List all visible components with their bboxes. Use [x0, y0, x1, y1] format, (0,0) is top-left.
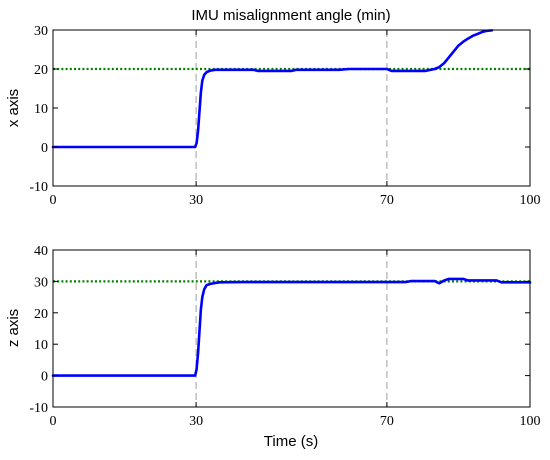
panel2-ytick-label-10: 10: [34, 338, 48, 353]
panel1-axes-frame: [52, 29, 531, 187]
panel2-ytick-label-40: 40: [34, 244, 48, 259]
panel1-ytick-label-30: 30: [34, 24, 48, 39]
panel2-axes-frame: [52, 249, 531, 408]
panel1-xtick-label-30: 30: [189, 193, 203, 208]
chart-title: IMU misalignment angle (min): [191, 7, 390, 24]
panel1-ytick-label-20: 20: [34, 63, 48, 78]
panel1-ytick-label-10: 10: [34, 102, 48, 117]
panel1-xtick-label-0: 0: [50, 193, 57, 208]
panel2-xtick-label-30: 30: [189, 414, 203, 429]
panel2-y-axis-label: z axis: [5, 309, 22, 347]
panel1-xtick-label-70: 70: [380, 193, 394, 208]
panel1-xtick-label-100: 100: [520, 193, 541, 208]
panel2-ytick-label-30: 30: [34, 275, 48, 290]
panel2-ytick-label-20: 20: [34, 307, 48, 322]
panel1-y-axis-label: x axis: [5, 89, 22, 127]
panel1-series-line: [51, 29, 494, 149]
panel2-xtick-label-0: 0: [50, 414, 57, 429]
panel2-ytick-label--10: -10: [29, 401, 48, 416]
panel1-ytick-label-0: 0: [41, 141, 48, 156]
panel2-xtick-label-70: 70: [380, 414, 394, 429]
panel1-ytick-label--10: -10: [29, 180, 48, 195]
panel2-series-line: [51, 277, 532, 377]
panel2-ytick-label-0: 0: [41, 370, 48, 385]
x-axis-label: Time (s): [264, 433, 318, 450]
panel2-xtick-label-100: 100: [520, 414, 541, 429]
